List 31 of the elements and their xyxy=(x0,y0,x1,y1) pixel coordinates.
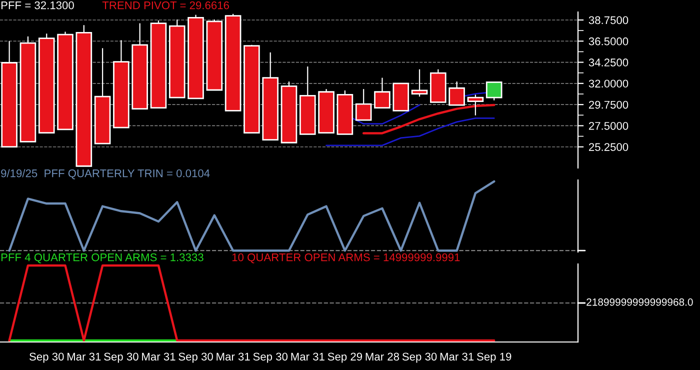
y-tick-label: 32.0000 xyxy=(588,80,628,88)
y-tick-label: 34.2500 xyxy=(588,58,628,66)
x-tick-label: Mar 31 xyxy=(68,352,101,361)
x-tick-label: Mar 28 xyxy=(366,352,400,361)
x-tick-label: Sep 30 xyxy=(30,352,64,363)
y-tick-label: 27.5000 xyxy=(588,122,628,130)
candlestick xyxy=(411,68,428,98)
x-tick-label: Sep 29 xyxy=(328,352,362,363)
x-tick-label: Mar 31 xyxy=(142,352,176,361)
y-tick-label: 29.7500 xyxy=(588,100,628,109)
candlestick xyxy=(374,77,390,109)
text: TREND PIVOT = 29.6616 xyxy=(102,1,229,10)
y-tick-label: 38.7500 xyxy=(588,16,628,24)
candlestick xyxy=(355,88,372,121)
y-tick-label: 36.5000 xyxy=(588,37,628,46)
x-tick-label: Sep 30 xyxy=(253,352,288,363)
x-tick-label: Sep 19 xyxy=(476,352,512,363)
text: 21899999999999968.0 xyxy=(586,298,693,306)
text: 10 QUARTER OPEN ARMS = 14999999.9991 xyxy=(232,253,460,264)
x-tick-label: Sep 30 xyxy=(178,352,213,363)
x-tick-label: Mar 31 xyxy=(440,352,474,361)
line-series xyxy=(326,118,495,146)
text: PFF 4 QUARTER OPEN ARMS = 1.3333 xyxy=(1,253,204,264)
x-tick-label: Sep 30 xyxy=(402,352,437,363)
text: 9/19/25 PFF QUARTERLY TRIN = 0.0104 xyxy=(1,169,210,180)
x-tick-label: Mar 31 xyxy=(291,352,324,361)
y-tick-label: 25.2500 xyxy=(588,143,628,151)
text: PFF = 32.1300 xyxy=(1,1,74,10)
x-tick-label: Mar 31 xyxy=(216,352,250,361)
x-tick-label: Sep 30 xyxy=(104,352,138,363)
candlestick xyxy=(486,80,502,101)
